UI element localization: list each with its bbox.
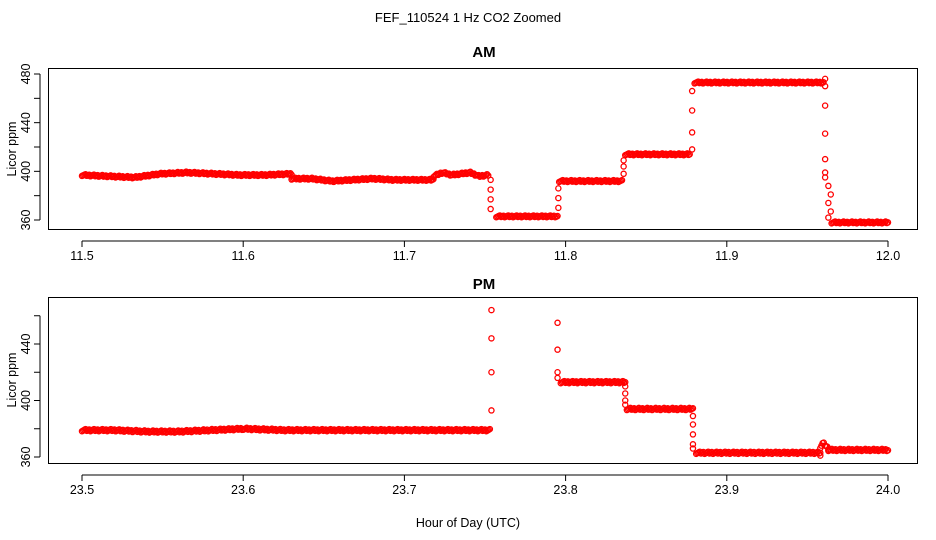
- panel-am-data-point: [821, 102, 829, 109]
- panel-pm-data-point: [689, 441, 697, 448]
- panel-am-y-axis: 360 400 440 480: [19, 64, 41, 231]
- panel-pm-data-point: [554, 368, 561, 376]
- panel-am-x-tick-label: 11.5: [70, 249, 93, 263]
- panel-pm-data-point: [488, 335, 495, 342]
- panel-am-data-point: [821, 82, 829, 90]
- panel-am-data-point: [483, 170, 491, 178]
- panel-pm-x-tick-label: 23.6: [231, 483, 255, 497]
- panel-am-x-axis: 11.5 11.6 11.7 11.8 11.9 12.0: [70, 240, 900, 263]
- panel-pm-data-point: [621, 401, 629, 408]
- panel-am-data-point: [686, 151, 693, 158]
- panel-am-data-point: [620, 163, 627, 170]
- panel-am-ylabel: Licor ppm: [5, 122, 19, 177]
- panel-am-x-tick-label: 11.8: [554, 249, 577, 263]
- panel-am-data-point: [487, 196, 494, 203]
- panel-am-data-point: [688, 107, 696, 114]
- panel-pm-y-tick-label: 440: [19, 334, 33, 355]
- panel-pm-data-point: [884, 447, 892, 454]
- panel-am-data-point: [825, 199, 832, 207]
- panel-pm-x-tick-label: 24.0: [876, 483, 900, 497]
- panel-am-data-point: [555, 185, 562, 192]
- panel-pm-data-point: [554, 374, 561, 382]
- panel-pm-data-point: [621, 383, 629, 390]
- panel-pm-data-point: [689, 431, 697, 438]
- panel-am-x-tick-label: 11.9: [715, 249, 738, 263]
- panel-am-x-tick-label: 12.0: [876, 249, 900, 263]
- panel-pm-data-point: [486, 425, 494, 433]
- panel-pm-y-tick-label: 400: [19, 390, 33, 411]
- panel-pm-data-point: [621, 378, 629, 386]
- panel-pm-data-point: [488, 368, 495, 376]
- panel-pm-x-axis: 23.5 23.6 23.7 23.8 23.9 24.0: [70, 474, 900, 497]
- panel-am-y-tick-label: 480: [19, 64, 33, 85]
- figure-title: FEF_110524 1 Hz CO2 Zoomed: [375, 10, 561, 25]
- panel-pm-title: PM: [473, 276, 496, 293]
- panel-am-data-point: [487, 176, 494, 184]
- panel-am-y-tick-label: 400: [19, 161, 33, 182]
- panel-am-x-tick-label: 11.7: [393, 249, 416, 263]
- panel-am-data-point: [827, 191, 835, 198]
- panel-pm-data-point: [488, 407, 495, 414]
- panel-pm-ylabel: Licor ppm: [5, 353, 19, 408]
- panel-pm-data-point: [689, 405, 697, 412]
- panel-am-data-point: [825, 214, 832, 221]
- panel-pm-y-tick-label: 360: [19, 447, 33, 468]
- panel-am-frame: [48, 68, 918, 230]
- panel-am-x-tick-label: 11.6: [231, 249, 254, 263]
- panel-pm-data-point: [621, 390, 629, 397]
- panel-pm-data-point: [554, 319, 561, 327]
- panel-am-title: AM: [472, 44, 495, 61]
- panel-am-data-point: [688, 146, 696, 153]
- figure-xlabel: Hour of Day (UTC): [416, 516, 520, 530]
- panel-am-data-point: [554, 212, 561, 220]
- panel-am-data-point: [821, 174, 829, 181]
- panel-am-points: [78, 75, 892, 227]
- panel-pm-x-tick-label: 23.8: [553, 483, 577, 497]
- panel-pm-data-point: [488, 306, 495, 314]
- panel-am-data-point: [825, 182, 832, 190]
- panel-am-data-point: [620, 157, 627, 164]
- panel-pm-data-point: [554, 346, 561, 353]
- panel-am-y-tick-label: 440: [19, 112, 33, 133]
- panel-am-data-point: [487, 186, 494, 193]
- panel-am-data-point: [287, 169, 294, 177]
- panel-pm-points: [78, 306, 892, 459]
- panel-pm-data-point: [689, 445, 697, 452]
- panel-am-data-point: [688, 129, 696, 136]
- panel-am-data-point: [487, 205, 494, 213]
- panel-am: AM 360 400 440 480 11.5 11.6 11.7 11.8 11.9 12.0…: [5, 44, 918, 263]
- panel-pm-x-tick-label: 23.5: [70, 483, 94, 497]
- panel-am-data-point: [821, 155, 829, 163]
- panel-am-data-point: [555, 194, 562, 202]
- panel-am-data-point: [620, 170, 627, 178]
- panel-pm: PM 360 400 440 23.5 23.6 23.7 23.8 23.9 24.0 Li…: [5, 276, 918, 497]
- panel-am-data-point: [827, 208, 835, 215]
- panel-am-data-point: [884, 219, 892, 226]
- panel-pm-data-point: [817, 452, 824, 459]
- panel-pm-y-axis: 360 400 440: [19, 315, 41, 468]
- panel-am-data-point: [618, 176, 626, 184]
- panel-am-data-point: [821, 75, 829, 83]
- panel-am-data-point: [688, 87, 696, 95]
- panel-pm-data-point: [689, 412, 697, 420]
- panel-am-y-tick-label: 360: [19, 210, 33, 231]
- panel-pm-data-point: [689, 421, 697, 428]
- panel-am-data-point: [821, 130, 829, 137]
- panel-pm-frame: [48, 297, 918, 464]
- panel-pm-x-tick-label: 23.7: [392, 483, 416, 497]
- panel-pm-data-point: [621, 397, 629, 404]
- panel-pm-x-tick-label: 23.9: [715, 483, 739, 497]
- panel-am-data-point: [555, 204, 562, 212]
